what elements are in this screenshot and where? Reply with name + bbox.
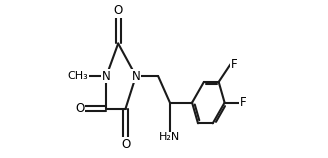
Text: N: N: [132, 70, 140, 82]
Text: O: O: [121, 138, 130, 151]
Text: CH₃: CH₃: [68, 71, 89, 81]
Text: N: N: [102, 70, 111, 82]
Text: H₂N: H₂N: [159, 132, 180, 142]
Text: O: O: [75, 102, 84, 115]
Text: O: O: [113, 4, 123, 17]
Text: F: F: [239, 96, 246, 109]
Text: F: F: [231, 58, 237, 71]
